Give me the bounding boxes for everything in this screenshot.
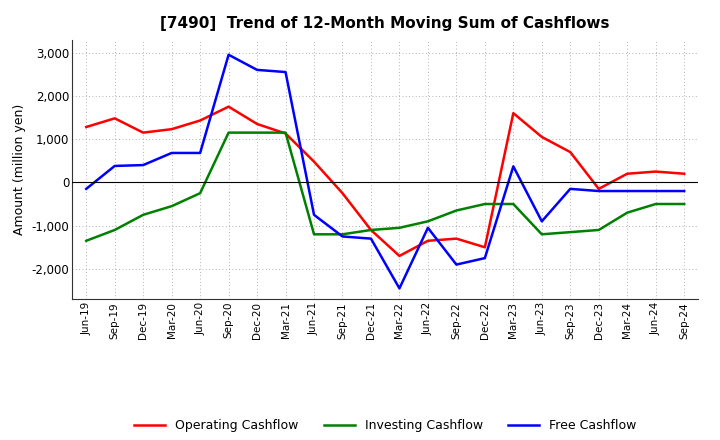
Investing Cashflow xyxy=(253,130,261,135)
Free Cashflow xyxy=(623,188,631,194)
Operating Cashflow xyxy=(452,236,461,241)
Free Cashflow xyxy=(282,70,290,75)
Operating Cashflow xyxy=(480,245,489,250)
Investing Cashflow xyxy=(423,219,432,224)
Operating Cashflow xyxy=(338,191,347,196)
Operating Cashflow xyxy=(652,169,660,174)
Investing Cashflow xyxy=(196,191,204,196)
Free Cashflow xyxy=(537,219,546,224)
Operating Cashflow xyxy=(82,125,91,130)
Operating Cashflow xyxy=(110,116,119,121)
Free Cashflow xyxy=(423,225,432,231)
Free Cashflow xyxy=(196,150,204,156)
Operating Cashflow xyxy=(167,127,176,132)
Free Cashflow xyxy=(82,186,91,191)
Y-axis label: Amount (million yen): Amount (million yen) xyxy=(13,104,26,235)
Investing Cashflow xyxy=(509,202,518,207)
Operating Cashflow xyxy=(537,134,546,139)
Investing Cashflow xyxy=(395,225,404,231)
Free Cashflow xyxy=(110,163,119,169)
Investing Cashflow xyxy=(480,202,489,207)
Free Cashflow xyxy=(509,164,518,169)
Free Cashflow xyxy=(139,162,148,168)
Operating Cashflow xyxy=(680,171,688,176)
Free Cashflow xyxy=(652,188,660,194)
Free Cashflow xyxy=(395,286,404,291)
Free Cashflow xyxy=(480,256,489,261)
Operating Cashflow xyxy=(282,131,290,136)
Line: Investing Cashflow: Investing Cashflow xyxy=(86,132,684,241)
Investing Cashflow xyxy=(595,227,603,233)
Title: [7490]  Trend of 12-Month Moving Sum of Cashflows: [7490] Trend of 12-Month Moving Sum of C… xyxy=(161,16,610,32)
Line: Operating Cashflow: Operating Cashflow xyxy=(86,106,684,256)
Investing Cashflow xyxy=(139,212,148,217)
Operating Cashflow xyxy=(423,238,432,243)
Free Cashflow xyxy=(310,212,318,217)
Operating Cashflow xyxy=(196,118,204,123)
Operating Cashflow xyxy=(566,150,575,155)
Line: Free Cashflow: Free Cashflow xyxy=(86,55,684,288)
Operating Cashflow xyxy=(623,171,631,176)
Operating Cashflow xyxy=(595,186,603,191)
Operating Cashflow xyxy=(395,253,404,259)
Free Cashflow xyxy=(366,236,375,241)
Operating Cashflow xyxy=(310,159,318,164)
Operating Cashflow xyxy=(139,130,148,135)
Investing Cashflow xyxy=(623,210,631,215)
Free Cashflow xyxy=(338,234,347,239)
Operating Cashflow xyxy=(253,121,261,127)
Investing Cashflow xyxy=(537,231,546,237)
Investing Cashflow xyxy=(566,230,575,235)
Investing Cashflow xyxy=(110,227,119,233)
Operating Cashflow xyxy=(366,227,375,233)
Investing Cashflow xyxy=(82,238,91,243)
Investing Cashflow xyxy=(652,202,660,207)
Free Cashflow xyxy=(253,67,261,73)
Free Cashflow xyxy=(167,150,176,156)
Operating Cashflow xyxy=(509,110,518,116)
Free Cashflow xyxy=(566,186,575,191)
Investing Cashflow xyxy=(366,227,375,233)
Legend: Operating Cashflow, Investing Cashflow, Free Cashflow: Operating Cashflow, Investing Cashflow, … xyxy=(129,414,642,437)
Investing Cashflow xyxy=(338,231,347,237)
Free Cashflow xyxy=(225,52,233,57)
Investing Cashflow xyxy=(452,208,461,213)
Investing Cashflow xyxy=(282,130,290,135)
Investing Cashflow xyxy=(167,204,176,209)
Free Cashflow xyxy=(680,188,688,194)
Investing Cashflow xyxy=(680,202,688,207)
Operating Cashflow xyxy=(225,104,233,109)
Free Cashflow xyxy=(595,188,603,194)
Free Cashflow xyxy=(452,262,461,267)
Investing Cashflow xyxy=(225,130,233,135)
Investing Cashflow xyxy=(310,231,318,237)
